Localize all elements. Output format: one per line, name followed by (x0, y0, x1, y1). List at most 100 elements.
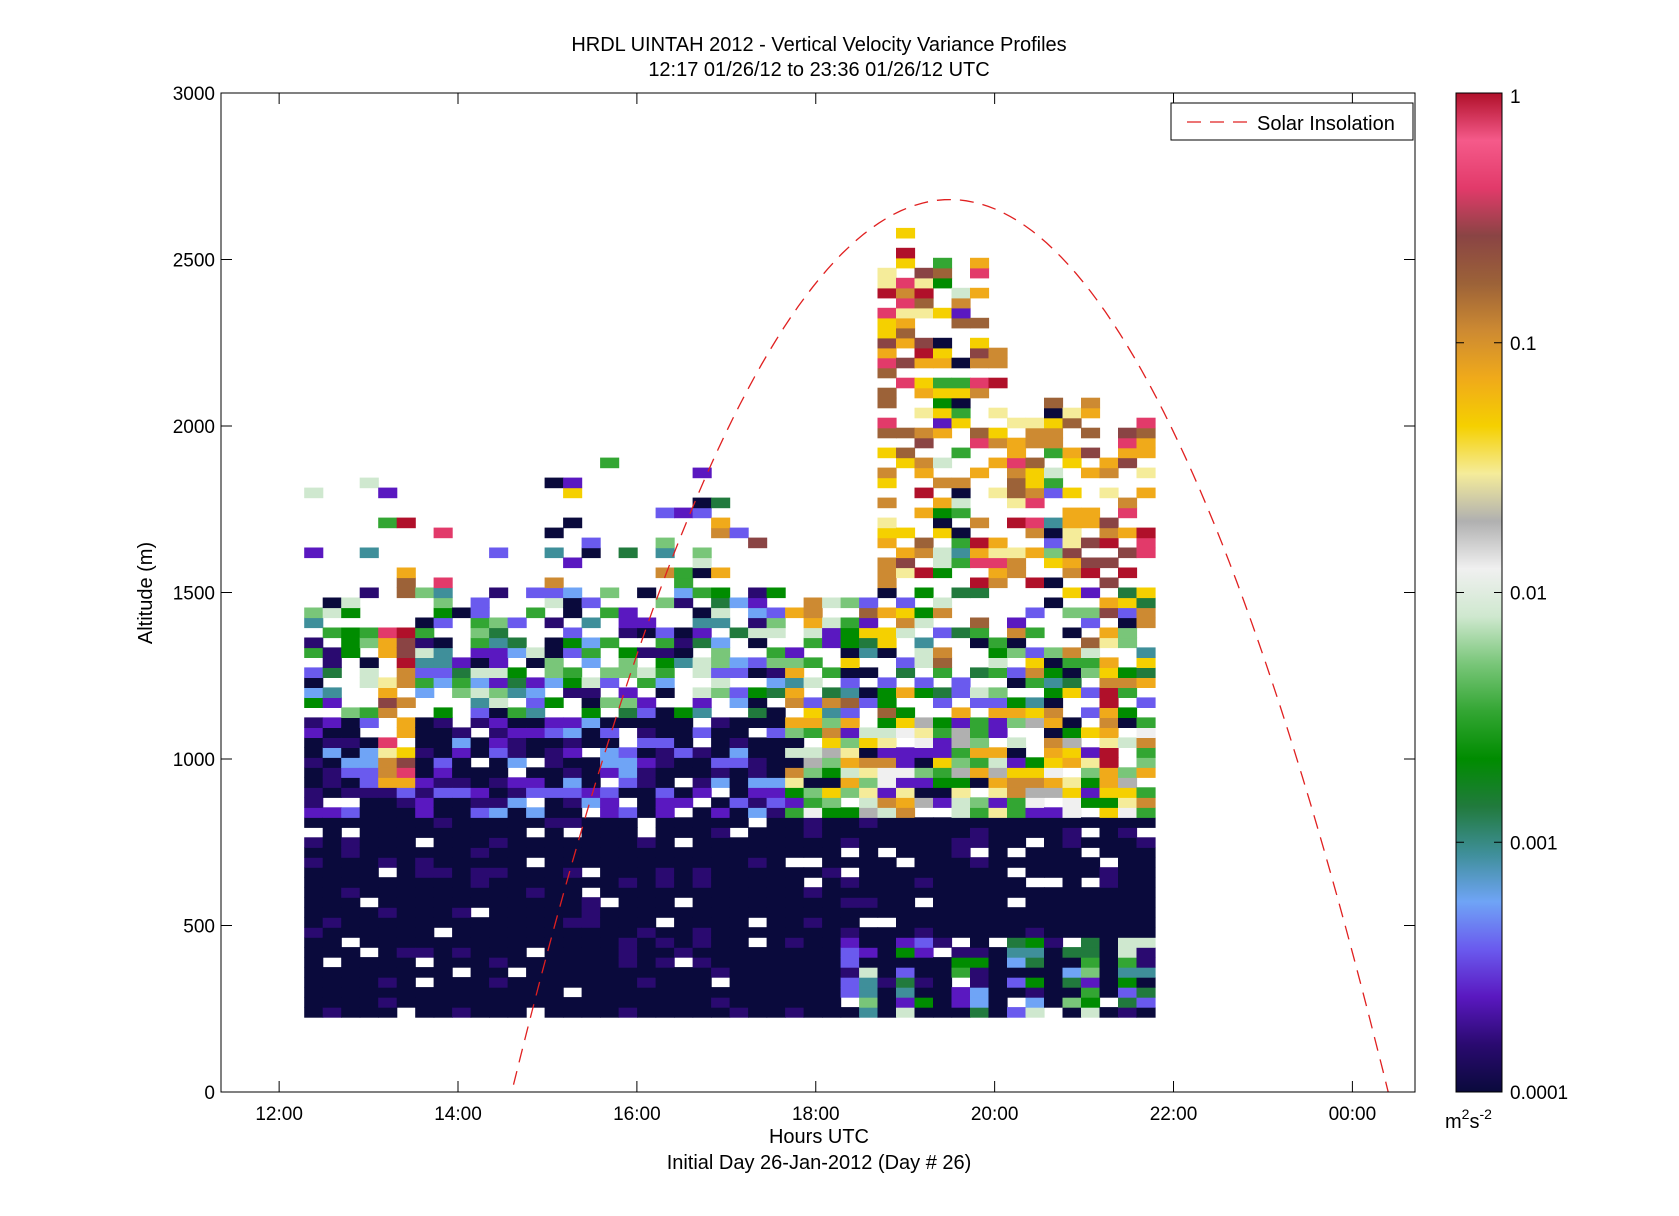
heatmap-cell (711, 607, 731, 619)
heatmap-cell (1136, 997, 1156, 1008)
heatmap-cell (933, 737, 953, 748)
heatmap-cell (988, 967, 1008, 978)
heatmap-cell (785, 907, 805, 918)
heatmap-cell (1099, 827, 1119, 838)
heatmap-cell (766, 617, 786, 629)
heatmap-cell (748, 797, 768, 808)
heatmap-cell (655, 857, 675, 868)
heatmap-cell (304, 967, 324, 978)
heatmap-cell (470, 667, 490, 678)
heatmap-cell (692, 957, 712, 968)
heatmap-cell (304, 857, 324, 868)
heatmap-cell (896, 807, 916, 818)
heatmap-cell (378, 887, 398, 898)
heatmap-cell (544, 647, 564, 658)
heatmap-cell (470, 857, 490, 868)
heatmap-cell (840, 767, 860, 778)
heatmap-cell (896, 247, 916, 259)
heatmap-cell (1081, 817, 1101, 828)
heatmap-cell (618, 837, 638, 848)
heatmap-cell (655, 567, 675, 579)
heatmap-cell (877, 997, 897, 1008)
heatmap-cell (970, 877, 990, 888)
heatmap-cell (563, 897, 583, 908)
heatmap-cell (359, 867, 379, 878)
heatmap-cell (470, 637, 490, 649)
heatmap-cell (970, 967, 990, 978)
heatmap-cell (526, 927, 546, 938)
heatmap-cell (803, 997, 823, 1008)
heatmap-cell (452, 1007, 472, 1018)
heatmap-cell (433, 887, 453, 898)
heatmap-cell (341, 607, 361, 619)
heatmap-cell (526, 717, 546, 728)
heatmap-cell (970, 807, 990, 818)
heatmap-cell (396, 967, 416, 978)
heatmap-cell (415, 907, 435, 918)
heatmap-cell (637, 867, 657, 878)
heatmap-cell (304, 547, 324, 559)
heatmap-cell (822, 977, 842, 988)
heatmap-cell (637, 617, 657, 629)
heatmap-cell (1081, 757, 1101, 768)
heatmap-cell (896, 827, 916, 838)
heatmap-cell (396, 577, 416, 589)
heatmap-cell (729, 797, 749, 808)
heatmap-cell (618, 717, 638, 728)
heatmap-cell (544, 887, 564, 898)
heatmap-cell (674, 937, 694, 948)
heatmap-cell (933, 987, 953, 998)
heatmap-cell (822, 897, 842, 908)
heatmap-cell (581, 727, 601, 738)
heatmap-cell (544, 657, 564, 668)
heatmap-cell (970, 817, 990, 828)
heatmap-cell (655, 887, 675, 898)
heatmap-cell (322, 897, 342, 908)
heatmap-cell (470, 647, 490, 658)
heatmap-cell (452, 747, 472, 758)
heatmap-cell (711, 997, 731, 1008)
heatmap-cell (563, 747, 583, 758)
heatmap-cell (674, 707, 694, 718)
heatmap-cell (415, 637, 435, 649)
heatmap-cell (1044, 917, 1064, 928)
heatmap-cell (396, 797, 416, 808)
heatmap-cell (859, 877, 879, 888)
heatmap-cell (1044, 757, 1064, 768)
heatmap-cell (433, 667, 453, 678)
heatmap-cell (637, 877, 657, 888)
colorbar-tick-label: 0.0001 (1510, 1083, 1568, 1104)
heatmap-cell (433, 847, 453, 858)
heatmap-cell (396, 717, 416, 728)
heatmap-cell (526, 887, 546, 898)
heatmap-cell (452, 827, 472, 838)
heatmap-cell (489, 857, 509, 868)
heatmap-cell (766, 737, 786, 748)
heatmap-cell (785, 647, 805, 658)
heatmap-cell (766, 967, 786, 978)
heatmap-cell (951, 297, 971, 309)
heatmap-cell (563, 1007, 583, 1018)
heatmap-cell (359, 587, 379, 599)
heatmap-cell (951, 927, 971, 938)
heatmap-cell (563, 607, 583, 619)
heatmap-cell (526, 907, 546, 918)
heatmap-cell (914, 767, 934, 778)
heatmap-cell (748, 667, 768, 678)
heatmap-cell (1062, 907, 1082, 918)
heatmap-cell (415, 947, 435, 958)
heatmap-cell (452, 847, 472, 858)
heatmap-cell (896, 307, 916, 319)
heatmap-cell (600, 767, 620, 778)
heatmap-cell (877, 277, 897, 289)
heatmap-cell (563, 647, 583, 658)
heatmap-cell (859, 667, 879, 678)
heatmap-cell (933, 477, 953, 489)
heatmap-cell (618, 547, 638, 559)
y-tick-label: 1500 (173, 584, 215, 605)
heatmap-cell (896, 607, 916, 619)
heatmap-cell (822, 1007, 842, 1018)
heatmap-cell (970, 337, 990, 349)
heatmap-cell (729, 807, 749, 818)
heatmap-cell (1099, 867, 1119, 878)
